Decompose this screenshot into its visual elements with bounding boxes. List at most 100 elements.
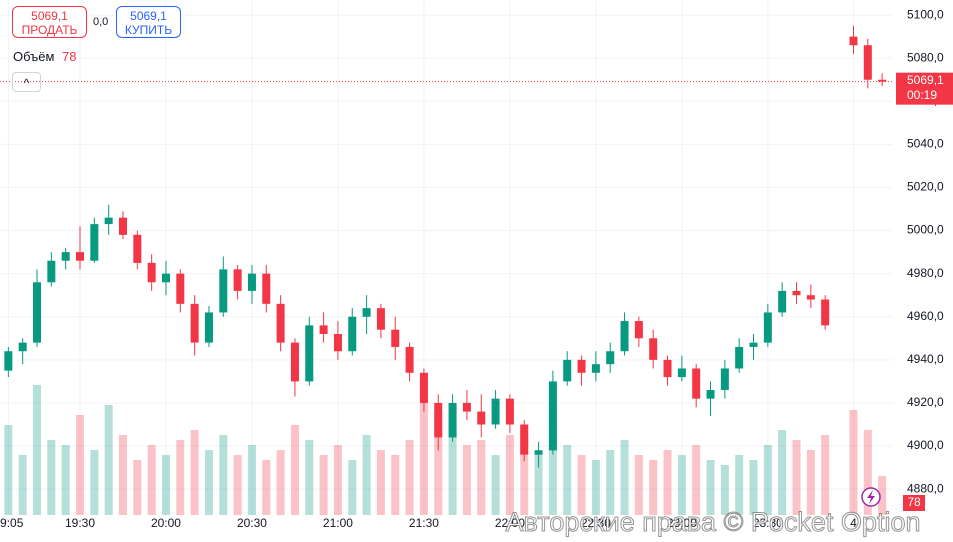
volume-bar xyxy=(376,450,385,515)
y-tick-label: 5080,0 xyxy=(907,50,944,64)
volume-bar xyxy=(290,425,299,515)
x-tick-label: 19:30 xyxy=(65,516,95,530)
volume-bar xyxy=(219,435,228,515)
candle-body xyxy=(247,273,256,291)
volume-bar xyxy=(305,440,314,515)
volume-bar xyxy=(133,460,142,515)
candle-body xyxy=(176,273,185,304)
volume-bar xyxy=(33,385,42,515)
x-tick-label: 20:30 xyxy=(237,516,267,530)
volume-bar xyxy=(606,450,615,515)
x-tick-label: 23:30 xyxy=(753,516,783,530)
candle-body xyxy=(434,402,443,438)
volume-bar xyxy=(405,440,414,515)
candle-body xyxy=(276,303,285,343)
y-tick-label: 4960,0 xyxy=(907,309,944,323)
buy-button[interactable]: 5069,1 КУПИТЬ xyxy=(116,6,181,38)
volume-bar xyxy=(849,410,858,515)
volume-bar xyxy=(821,435,830,515)
candle-body xyxy=(4,351,13,371)
candle-body xyxy=(591,364,600,373)
x-tick-label: 22:00 xyxy=(495,516,525,530)
candle-body xyxy=(491,398,500,425)
volume-bar xyxy=(448,430,457,515)
candle-body xyxy=(262,273,271,304)
candle-body xyxy=(849,36,858,46)
candle-body xyxy=(749,342,758,347)
candle-body xyxy=(376,308,385,330)
candle-body xyxy=(792,290,801,296)
candle-body xyxy=(290,342,299,382)
spread: 0,0 xyxy=(93,16,109,28)
candle-body xyxy=(61,252,70,261)
y-tick-label: 4980,0 xyxy=(907,266,944,280)
volume-bar xyxy=(677,455,686,515)
volume-bar xyxy=(692,445,701,515)
last-price-tag xyxy=(896,72,953,105)
candle-body xyxy=(76,252,84,261)
volume-bar xyxy=(792,440,801,515)
sell-label: ПРОДАТЬ xyxy=(21,23,78,37)
volume-bar xyxy=(763,445,772,515)
candle-body xyxy=(821,299,830,326)
volume-legend: Объём 78 xyxy=(13,49,77,64)
alert-icon-bolt xyxy=(867,490,875,504)
candle-body xyxy=(735,346,744,369)
y-tick-label: 4940,0 xyxy=(907,352,944,366)
volume-bar xyxy=(204,450,213,515)
volume-legend-label: Объём xyxy=(13,49,55,64)
volume-legend-value: 78 xyxy=(62,49,77,64)
volume-bar xyxy=(663,450,672,515)
candle-body xyxy=(391,329,400,347)
volume-bar xyxy=(706,460,715,515)
sell-price: 5069,1 xyxy=(31,9,68,23)
candle-body xyxy=(620,321,629,352)
collapse-button[interactable]: ^ xyxy=(12,72,41,92)
watermark: Авторские права © Pocket Option xyxy=(506,507,921,537)
candle-body xyxy=(706,390,715,399)
candle-body xyxy=(362,308,371,317)
volume-bar xyxy=(391,455,400,515)
candle-body xyxy=(548,381,557,451)
candle-body xyxy=(606,351,615,365)
volume-bar xyxy=(362,435,371,515)
candle-body xyxy=(333,333,342,352)
volume-bar xyxy=(419,400,428,515)
timer: 00:19 xyxy=(907,88,937,102)
candle-body xyxy=(419,372,428,403)
x-tick-label: 21:30 xyxy=(409,516,439,530)
x-tick-label: 21:00 xyxy=(323,516,353,530)
volume-tag xyxy=(903,495,925,511)
volume-bar xyxy=(806,450,815,515)
volume-bar xyxy=(649,460,658,515)
volume-bar xyxy=(863,430,872,515)
volume-bar xyxy=(76,415,84,515)
volume-bar xyxy=(520,425,529,515)
volume-bar xyxy=(491,455,500,515)
candle-body xyxy=(692,368,701,399)
volume-bar xyxy=(878,476,887,515)
volume-bar xyxy=(720,465,729,515)
volume-bar xyxy=(462,445,471,515)
volume-bar xyxy=(505,435,514,515)
candle-body xyxy=(219,269,228,313)
volume-bar xyxy=(333,445,342,515)
volume-bar xyxy=(262,460,271,515)
candle-body xyxy=(104,217,113,225)
sell-button[interactable]: 5069,1 ПРОДАТЬ xyxy=(12,6,87,38)
volume-bar xyxy=(749,460,758,515)
volume-bar xyxy=(233,455,242,515)
candle-body xyxy=(319,325,328,334)
volume-bar xyxy=(4,425,13,515)
volume-bar xyxy=(634,455,643,515)
x-tick-label: 23:00 xyxy=(667,516,697,530)
volume-bar xyxy=(47,440,56,515)
candle-body xyxy=(90,224,99,261)
volume-bar xyxy=(276,450,285,515)
candle-body xyxy=(863,45,872,80)
volume-bar xyxy=(90,450,99,515)
volume-bar xyxy=(247,445,256,515)
candle-body xyxy=(47,260,56,283)
